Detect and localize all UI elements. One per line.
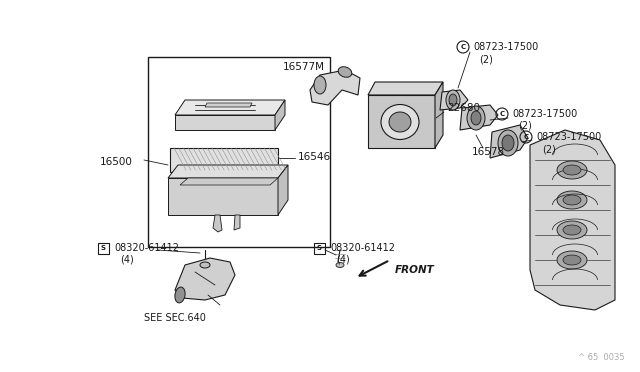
Polygon shape — [168, 165, 288, 178]
Ellipse shape — [338, 67, 352, 77]
Ellipse shape — [563, 195, 581, 205]
Polygon shape — [278, 165, 288, 215]
Ellipse shape — [557, 161, 587, 179]
Ellipse shape — [314, 76, 326, 94]
Polygon shape — [368, 82, 443, 95]
Text: (4): (4) — [120, 255, 134, 265]
Ellipse shape — [200, 262, 210, 268]
Text: S: S — [317, 245, 321, 251]
Text: 08723-17500: 08723-17500 — [536, 132, 601, 142]
Ellipse shape — [563, 225, 581, 235]
Text: 22680: 22680 — [447, 103, 480, 113]
Ellipse shape — [449, 94, 457, 106]
Text: 16577M: 16577M — [283, 62, 325, 72]
Ellipse shape — [557, 221, 587, 239]
Polygon shape — [168, 178, 278, 215]
Polygon shape — [205, 103, 252, 107]
Text: C: C — [499, 111, 504, 117]
Polygon shape — [440, 90, 468, 110]
Ellipse shape — [381, 105, 419, 140]
Text: (4): (4) — [336, 255, 349, 265]
Text: C: C — [460, 44, 465, 50]
Polygon shape — [490, 125, 528, 158]
Ellipse shape — [557, 191, 587, 209]
Ellipse shape — [502, 135, 514, 151]
Text: (2): (2) — [542, 144, 556, 154]
Polygon shape — [175, 115, 275, 130]
Text: 16500: 16500 — [100, 157, 133, 167]
Polygon shape — [310, 70, 360, 105]
Polygon shape — [460, 105, 498, 130]
Polygon shape — [530, 130, 615, 310]
Ellipse shape — [498, 130, 518, 156]
Ellipse shape — [471, 111, 481, 125]
Text: (2): (2) — [479, 54, 493, 64]
Text: 16546: 16546 — [298, 152, 331, 162]
Ellipse shape — [467, 106, 485, 130]
Polygon shape — [175, 100, 285, 115]
Polygon shape — [180, 178, 278, 185]
Bar — [314, 243, 324, 253]
Ellipse shape — [446, 90, 460, 110]
Text: 08723-17500: 08723-17500 — [473, 42, 538, 52]
Text: 08320-61412: 08320-61412 — [114, 243, 179, 253]
Text: C: C — [524, 134, 529, 140]
Text: (2): (2) — [518, 121, 532, 131]
Text: 08723-17500: 08723-17500 — [512, 109, 577, 119]
Polygon shape — [213, 215, 222, 232]
Text: 16578: 16578 — [472, 147, 505, 157]
Ellipse shape — [563, 255, 581, 265]
Ellipse shape — [563, 165, 581, 175]
Polygon shape — [234, 215, 240, 230]
Ellipse shape — [336, 263, 344, 267]
Polygon shape — [435, 82, 443, 148]
Bar — [148, 57, 330, 247]
Text: 08320-61412: 08320-61412 — [330, 243, 395, 253]
Ellipse shape — [557, 251, 587, 269]
Bar — [97, 243, 109, 253]
Polygon shape — [175, 258, 235, 300]
Polygon shape — [275, 100, 285, 130]
Ellipse shape — [389, 112, 411, 132]
Text: FRONT: FRONT — [395, 265, 435, 275]
Polygon shape — [368, 95, 435, 148]
Bar — [170, 148, 278, 172]
Text: SEE SEC.640: SEE SEC.640 — [144, 313, 206, 323]
Text: S: S — [100, 245, 106, 251]
Ellipse shape — [175, 287, 185, 303]
Text: ^ 65  0035: ^ 65 0035 — [579, 353, 625, 362]
